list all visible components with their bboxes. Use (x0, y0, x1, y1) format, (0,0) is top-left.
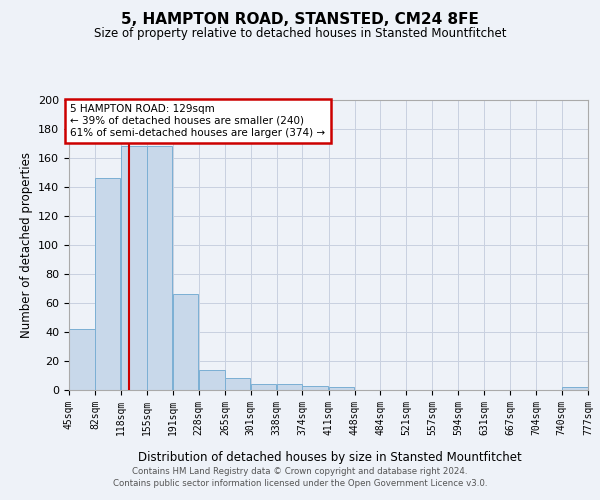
Bar (95, 178, 121, 390)
Bar (277, 384, 302, 390)
Y-axis label: Number of detached properties: Number of detached properties (20, 152, 32, 338)
Text: 5 HAMPTON ROAD: 129sqm
← 39% of detached houses are smaller (240)
61% of semi-de: 5 HAMPTON ROAD: 129sqm ← 39% of detached… (70, 104, 326, 138)
Bar (173, 294, 199, 390)
Bar (302, 386, 328, 390)
Bar (225, 378, 250, 390)
Bar (69, 329, 95, 390)
Bar (121, 146, 146, 390)
Bar (562, 387, 587, 390)
Text: Distribution of detached houses by size in Stansted Mountfitchet: Distribution of detached houses by size … (138, 451, 522, 464)
Text: Contains HM Land Registry data © Crown copyright and database right 2024.
Contai: Contains HM Land Registry data © Crown c… (113, 466, 487, 487)
Text: Size of property relative to detached houses in Stansted Mountfitchet: Size of property relative to detached ho… (94, 28, 506, 40)
Text: 5, HAMPTON ROAD, STANSTED, CM24 8FE: 5, HAMPTON ROAD, STANSTED, CM24 8FE (121, 12, 479, 28)
Bar (147, 146, 172, 390)
Bar (251, 384, 277, 390)
Bar (199, 370, 224, 390)
Bar (329, 387, 355, 390)
